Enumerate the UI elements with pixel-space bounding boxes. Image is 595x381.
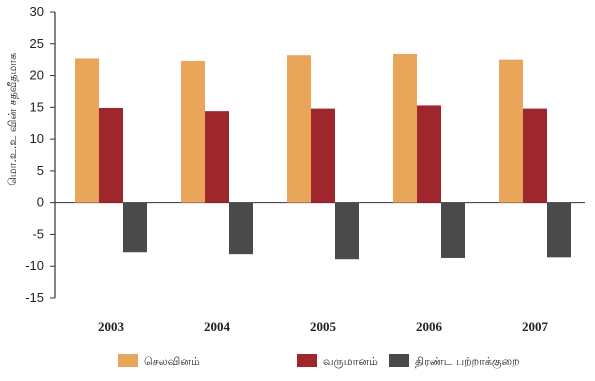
y-tick-label: 25 — [30, 36, 44, 51]
legend: செலவினம் வருமானம் திரண்ட பற்றாக்குறை — [118, 354, 520, 370]
legend-swatch — [297, 354, 317, 367]
bar-1-2003 — [75, 58, 99, 203]
bar-3-2004 — [229, 202, 253, 255]
bar-2-2005 — [311, 108, 335, 203]
bar-2-2007 — [523, 108, 547, 203]
y-tick-label: -10 — [25, 258, 44, 273]
y-tick-label: 20 — [30, 68, 44, 83]
y-tick-label: 0 — [37, 195, 44, 210]
bar-3-2006 — [441, 202, 465, 258]
y-tick-label: 5 — [37, 163, 44, 178]
x-tick-label: 2007 — [522, 319, 549, 334]
bar-1-2005 — [287, 55, 311, 203]
legend-label: வருமானம் — [323, 355, 378, 368]
bar-3-2007 — [547, 202, 571, 258]
bar-1-2004 — [181, 60, 205, 203]
bar-2-2006 — [417, 105, 441, 203]
legend-label: செலவினம் — [144, 355, 200, 368]
y-tick-label: 30 — [30, 4, 44, 19]
legend-swatch — [118, 354, 138, 367]
x-tick-label: 2006 — [416, 319, 443, 334]
y-tick-label: 15 — [30, 99, 44, 114]
y-tick-label: -15 — [25, 290, 44, 305]
y-tick-label: -5 — [32, 226, 44, 241]
bar-3-2005 — [335, 202, 359, 260]
bars — [75, 53, 571, 260]
bar-2-2003 — [99, 107, 123, 203]
x-tick-label: 2003 — [98, 319, 125, 334]
y-ticks: 30 25 20 15 10 5 0 -5 -10 -15 — [25, 4, 55, 305]
legend-swatch — [389, 354, 409, 367]
legend-label: திரண்ட பற்றாக்குறை — [415, 355, 520, 370]
bar-2-2004 — [205, 111, 229, 203]
x-tick-label: 2005 — [310, 319, 337, 334]
x-tick-label: 2004 — [204, 319, 231, 334]
bar-3-2003 — [123, 202, 147, 253]
y-axis-label: மொ.உ.உ வின் சதவீதமாக — [6, 53, 19, 186]
bar-1-2006 — [393, 53, 417, 203]
x-tick-labels: 2003 2004 2005 2006 2007 — [98, 319, 549, 334]
y-tick-label: 10 — [30, 131, 44, 146]
bar-1-2007 — [499, 59, 523, 203]
